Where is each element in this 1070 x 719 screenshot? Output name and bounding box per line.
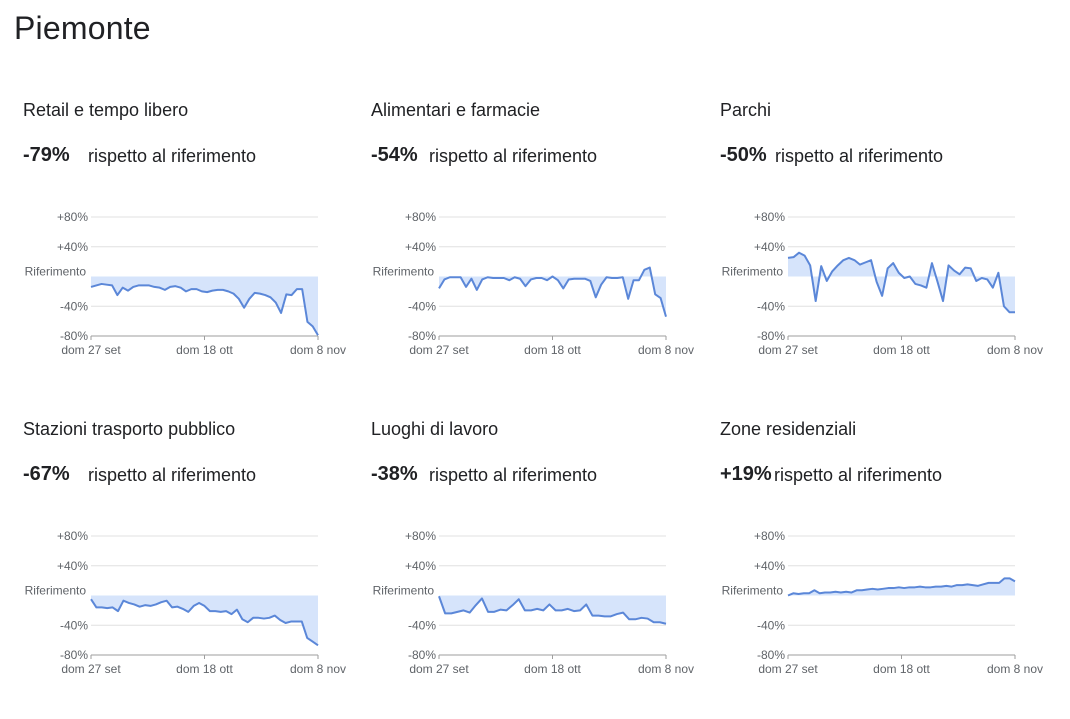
series-line (438, 266, 667, 317)
chart-lavoro: +80% +40% Riferimento -40% -80%dom 27 set dom… (373, 529, 694, 674)
panel-value: -38% (371, 463, 418, 485)
panel-suffix: rispetto al riferimento (775, 146, 944, 166)
panel-parchi: Parchi -50% rispetto al riferimento +80% +40… (711, 100, 1061, 400)
panel-value: -79% (23, 144, 70, 166)
series-line (787, 577, 1016, 597)
y-tick-label: -40% (408, 299, 436, 313)
x-tick-label: dom 27 set (409, 662, 469, 674)
x-tick-label: dom 27 set (758, 662, 818, 674)
x-tick-label: dom 18 ott (873, 343, 930, 355)
chart-parchi: +80% +40% Riferimento -40% -80%dom 27 set dom… (722, 210, 1043, 355)
panel-residenziali: Zone residenziali +19% rispetto al riferim… (711, 419, 1061, 719)
x-tick-label: dom 8 nov (638, 662, 694, 674)
x-tick-label: dom 8 nov (290, 662, 346, 674)
x-tick-label: dom 8 nov (290, 343, 346, 355)
y-tick-label: +40% (754, 559, 785, 573)
chart-residenziali: +80% +40% Riferimento -40% -80%dom 27 set dom… (722, 529, 1043, 674)
y-tick-label: Riferimento (722, 584, 784, 598)
x-tick-label: dom 18 ott (176, 343, 233, 355)
series-line (90, 598, 319, 647)
y-tick-label: +40% (754, 240, 785, 254)
series-area (788, 252, 1015, 313)
panel-title: Parchi (720, 100, 772, 120)
panel-lavoro: Luoghi di lavoro -38% rispetto al riferime… (362, 419, 712, 719)
panel-suffix: rispetto al riferimento (88, 465, 257, 485)
chart-trasporto: +80% +40% Riferimento -40% -80%dom 27 set dom… (25, 529, 346, 674)
y-tick-label: +80% (405, 210, 436, 224)
x-tick-label: dom 27 set (409, 343, 469, 355)
series-area (439, 595, 666, 624)
y-tick-label: +40% (57, 240, 88, 254)
y-tick-label: -80% (408, 329, 436, 343)
panel-value: +19% (720, 463, 772, 485)
y-tick-label: Riferimento (722, 265, 784, 279)
y-tick-label: Riferimento (25, 265, 87, 279)
x-tick-label: dom 8 nov (987, 343, 1043, 355)
y-tick-label: +40% (57, 559, 88, 573)
series-area (91, 276, 318, 336)
y-tick-label: -40% (60, 299, 88, 313)
panel-value: -50% (720, 144, 767, 166)
panel-suffix: rispetto al riferimento (774, 465, 943, 485)
x-tick-label: dom 18 ott (873, 662, 930, 674)
y-tick-label: -40% (60, 618, 88, 632)
chart-alimentari: +80% +40% Riferimento -40% -80%dom 27 set dom… (373, 210, 694, 355)
y-tick-label: -40% (757, 299, 785, 313)
panel-alimentari: Alimentari e farmacie -54% rispetto al rif… (362, 100, 712, 400)
y-tick-label: -40% (408, 618, 436, 632)
y-tick-label: +40% (405, 240, 436, 254)
y-tick-label: -80% (60, 329, 88, 343)
y-tick-label: -40% (757, 618, 785, 632)
x-tick-label: dom 8 nov (638, 343, 694, 355)
panel-suffix: rispetto al riferimento (429, 465, 598, 485)
panel-suffix: rispetto al riferimento (429, 146, 598, 166)
panel-title: Zone residenziali (720, 419, 857, 439)
y-tick-label: Riferimento (373, 265, 435, 279)
y-tick-label: -80% (408, 648, 436, 662)
panel-title: Retail e tempo libero (23, 100, 189, 120)
panel-title: Stazioni trasporto pubblico (23, 419, 236, 439)
y-tick-label: +80% (57, 529, 88, 543)
page-title: Piemonte (14, 10, 151, 46)
y-tick-label: +80% (405, 529, 436, 543)
y-tick-label: +80% (754, 210, 785, 224)
y-tick-label: +80% (57, 210, 88, 224)
x-tick-label: dom 18 ott (176, 662, 233, 674)
x-tick-label: dom 27 set (61, 662, 121, 674)
y-tick-label: Riferimento (25, 584, 87, 598)
y-tick-label: -80% (757, 648, 785, 662)
panel-retail: Retail e tempo libero -79% rispetto al rif… (14, 100, 364, 400)
x-tick-label: dom 18 ott (524, 343, 581, 355)
panel-value: -67% (23, 463, 70, 485)
y-tick-label: +40% (405, 559, 436, 573)
panel-suffix: rispetto al riferimento (88, 146, 257, 166)
panel-trasporto: Stazioni trasporto pubblico -67% rispetto … (14, 419, 364, 719)
panel-title: Alimentari e farmacie (371, 100, 541, 120)
series-area (439, 267, 666, 317)
y-tick-label: -80% (757, 329, 785, 343)
panel-value: -54% (371, 144, 418, 166)
y-tick-label: +80% (754, 529, 785, 543)
x-tick-label: dom 8 nov (987, 662, 1043, 674)
x-tick-label: dom 27 set (61, 343, 121, 355)
x-tick-label: dom 18 ott (524, 662, 581, 674)
x-tick-label: dom 27 set (758, 343, 818, 355)
chart-retail: +80% +40% Riferimento -40% -80%dom 27 set dom… (25, 210, 346, 355)
series-line (787, 251, 1015, 314)
series-line (90, 282, 319, 336)
series-area (788, 578, 1015, 596)
panel-title: Luoghi di lavoro (371, 419, 499, 439)
y-tick-label: -80% (60, 648, 88, 662)
y-tick-label: Riferimento (373, 584, 435, 598)
series-line (438, 595, 667, 625)
series-area (91, 595, 318, 646)
